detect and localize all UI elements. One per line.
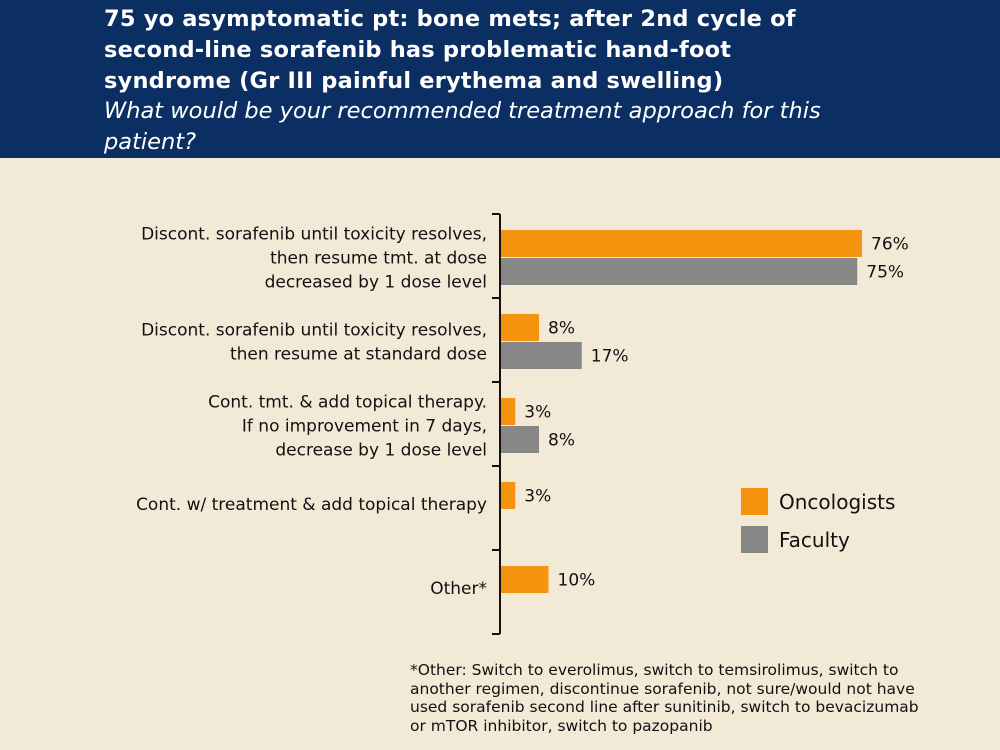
category-label: decreased by 1 dose level <box>265 273 487 293</box>
footnote: *Other: Switch to everolimus, switch to … <box>410 661 990 735</box>
legend-swatch-faculty <box>741 526 768 553</box>
bar-faculty <box>501 426 539 453</box>
category-label: Discont. sorafenib until toxicity resolv… <box>141 225 487 245</box>
header-banner: 75 yo asymptomatic pt: bone mets; after … <box>0 0 1000 158</box>
bar-oncologists <box>501 398 516 425</box>
footnote-line: used sorafenib second line after sunitin… <box>410 698 919 716</box>
data-label: 3% <box>524 403 551 423</box>
slide-question: What would be your recommended treatment… <box>104 96 984 158</box>
data-label: 76% <box>871 235 909 255</box>
question-line: patient? <box>104 129 197 155</box>
category-label: Discont. sorafenib until toxicity resolv… <box>141 321 487 341</box>
data-label: 10% <box>558 571 596 591</box>
footnote-line: another regimen, discontinue sorafenib, … <box>410 679 915 698</box>
data-label: 75% <box>866 263 904 283</box>
slide-title: 75 yo asymptomatic pt: bone mets; after … <box>104 4 984 97</box>
legend-label: Faculty <box>779 528 850 552</box>
bar-oncologists <box>501 482 516 509</box>
legend-swatch-oncologists <box>741 488 768 515</box>
footnote-line: *Other: Switch to everolimus, switch to … <box>410 661 899 679</box>
legend-label: Oncologists <box>779 490 895 514</box>
bar-faculty <box>501 258 858 285</box>
title-line: second-line sorafenib has problematic ha… <box>104 37 732 63</box>
category-label: Other* <box>430 579 487 599</box>
bar-faculty <box>501 342 582 369</box>
bar-oncologists <box>501 566 549 593</box>
category-label: decrease by 1 dose level <box>275 441 487 461</box>
bar-oncologists <box>501 314 539 341</box>
category-label: Cont. tmt. & add topical therapy. <box>208 393 487 413</box>
category-label: then resume tmt. at dose <box>270 249 487 269</box>
category-label: If no improvement in 7 days, <box>242 417 487 437</box>
question-line: What would be your recommended treatment… <box>104 98 821 124</box>
data-label: 3% <box>524 487 551 507</box>
category-label: then resume at standard dose <box>230 345 487 365</box>
data-label: 17% <box>591 347 629 367</box>
bar-oncologists <box>501 230 862 257</box>
footnote-line: or mTOR inhibitor, switch to pazopanib <box>410 716 713 735</box>
title-line: 75 yo asymptomatic pt: bone mets; after … <box>104 6 796 32</box>
title-line: syndrome (Gr III painful erythema and sw… <box>104 68 724 94</box>
data-label: 8% <box>548 319 575 339</box>
category-label: Cont. w/ treatment & add topical therapy <box>136 495 487 515</box>
data-label: 8% <box>548 431 575 451</box>
